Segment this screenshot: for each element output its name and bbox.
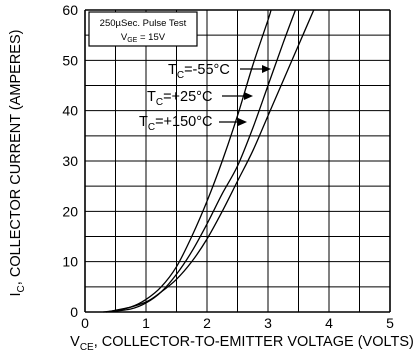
test-box-line1: 250µSec. Pulse Test (100, 18, 187, 29)
y-tick-label: 10 (62, 254, 78, 270)
curve-tc-plus150 (103, 9, 315, 313)
curve-tc-minus55 (106, 9, 272, 313)
test-box-line2-rest: = 15V (137, 32, 165, 43)
curves (103, 9, 315, 313)
series-annotations: TC=-55°C TC=+25°C TC=+150°C (139, 62, 271, 133)
arrow-plus150 (219, 118, 247, 126)
arrow-plus25 (222, 92, 253, 100)
y-tick-label: 20 (62, 203, 78, 219)
test-conditions-box: 250µSec. Pulse Test VGE = 15V (88, 11, 198, 47)
series-label-plus25: TC=+25°C (147, 89, 212, 108)
y-tick-label: 60 (62, 2, 78, 18)
x-axis-label: VCE, COLLECTOR-TO-EMITTER VOLTAGE (VOLTS… (70, 334, 414, 351)
test-box-line2-main: V (121, 32, 128, 43)
series-label-minus55: TC=-55°C (168, 62, 230, 81)
x-tick-label: 5 (386, 315, 394, 331)
grid (84, 9, 391, 313)
x-tick-label: 3 (264, 315, 272, 331)
x-tick-label: 1 (142, 315, 150, 331)
y-tick-label: 50 (62, 52, 78, 68)
y-axis-label: IC, COLLECTOR CURRENT (AMPERES) (8, 30, 27, 297)
series-label-plus150: TC=+150°C (139, 114, 213, 133)
x-tick-label: 0 (81, 315, 89, 331)
test-box-line2-sub: GE (127, 37, 137, 44)
y-tick-label: 0 (70, 304, 78, 320)
test-box-line2: VGE = 15V (121, 32, 166, 44)
curve-tc-plus25 (106, 9, 297, 313)
arrow-minus55 (240, 65, 271, 73)
y-tick-label: 40 (62, 103, 78, 119)
x-tick-label: 2 (203, 315, 211, 331)
y-tick-label: 30 (62, 153, 78, 169)
x-tick-label: 4 (325, 315, 333, 331)
